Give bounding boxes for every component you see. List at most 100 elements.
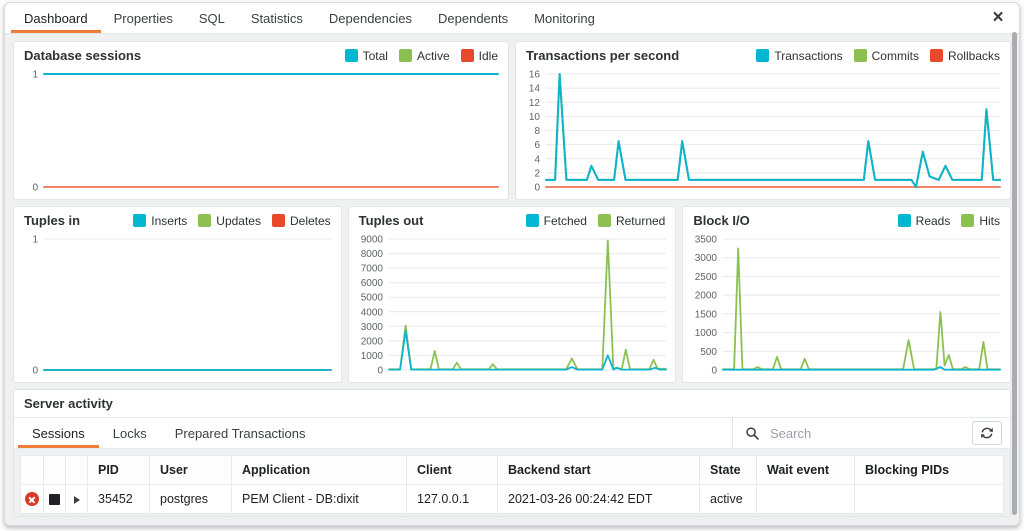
tab-sql[interactable]: SQL bbox=[198, 10, 225, 26]
legend-swatch bbox=[929, 49, 943, 62]
svg-text:4: 4 bbox=[534, 154, 540, 165]
chart-legend: Total Active Idle bbox=[344, 49, 498, 63]
header-backend-start[interactable]: Backend start bbox=[497, 455, 700, 485]
svg-text:3000: 3000 bbox=[695, 253, 718, 264]
tab-monitoring[interactable]: Monitoring bbox=[534, 10, 595, 26]
legend-swatch bbox=[271, 214, 285, 227]
svg-text:8: 8 bbox=[534, 126, 540, 137]
chart-legend: Reads Hits bbox=[897, 214, 1000, 228]
chart-legend: Fetched Returned bbox=[525, 214, 665, 228]
cell-user: postgres bbox=[149, 484, 232, 514]
legend-item-deletes: Deletes bbox=[271, 214, 331, 228]
terminate-session-icon[interactable] bbox=[49, 494, 60, 506]
svg-text:12: 12 bbox=[529, 98, 541, 109]
transactions-per-second-chart: 16 14 12 10 8 6 4 2 0 bbox=[516, 65, 1010, 199]
main-tab-bar: Dashboard Properties SQL Statistics Depe… bbox=[5, 3, 1019, 34]
svg-text:2: 2 bbox=[534, 168, 540, 179]
legend-item-updates: Updates bbox=[198, 214, 261, 228]
expand-row-icon[interactable] bbox=[73, 495, 80, 504]
cell-application: PEM Client - DB:dixit bbox=[231, 484, 407, 514]
header-terminate-col bbox=[43, 455, 66, 485]
header-state[interactable]: State bbox=[699, 455, 757, 485]
svg-text:0: 0 bbox=[32, 366, 38, 377]
legend-swatch bbox=[525, 214, 539, 227]
svg-text:0: 0 bbox=[534, 183, 540, 194]
svg-text:10: 10 bbox=[529, 112, 541, 123]
chart-legend: Transactions Commits Rollbacks bbox=[756, 49, 1000, 63]
svg-text:1: 1 bbox=[32, 235, 38, 246]
legend-item-reads: Reads bbox=[897, 214, 950, 228]
svg-text:1500: 1500 bbox=[695, 309, 718, 320]
svg-text:7000: 7000 bbox=[360, 264, 383, 275]
svg-text:3500: 3500 bbox=[695, 235, 718, 246]
legend-item-active: Active bbox=[398, 49, 450, 63]
cancel-query-icon[interactable] bbox=[25, 492, 39, 507]
legend-swatch bbox=[398, 49, 412, 62]
dashboard-window: Dashboard Properties SQL Statistics Depe… bbox=[4, 2, 1020, 526]
legend-swatch bbox=[756, 49, 770, 62]
cell-blocking-pids bbox=[854, 484, 1004, 514]
header-pid[interactable]: PID bbox=[87, 455, 150, 485]
tab-statistics[interactable]: Statistics bbox=[250, 10, 303, 26]
panel-title: Block I/O bbox=[693, 213, 750, 228]
svg-text:0: 0 bbox=[377, 366, 383, 377]
header-user[interactable]: User bbox=[149, 455, 232, 485]
legend-item-returned: Returned bbox=[597, 214, 665, 228]
legend-swatch bbox=[597, 214, 611, 227]
tab-locks[interactable]: Locks bbox=[112, 425, 147, 441]
svg-text:2000: 2000 bbox=[695, 291, 718, 302]
cell-state: active bbox=[699, 484, 757, 514]
legend-swatch bbox=[344, 49, 358, 62]
tuples-out-chart: 9000 8000 7000 6000 5000 4000 3000 2000 1000 0 bbox=[349, 230, 676, 382]
header-client[interactable]: Client bbox=[406, 455, 498, 485]
panel-title: Tuples in bbox=[24, 213, 81, 228]
svg-text:16: 16 bbox=[529, 70, 541, 81]
refresh-icon bbox=[980, 426, 994, 440]
server-activity-tab-bar: Sessions Locks Prepared Transactions bbox=[14, 418, 1010, 449]
cell-backend-start: 2021-03-26 00:24:42 EDT bbox=[497, 484, 700, 514]
panel-server-activity: Server activity Sessions Locks Prepared … bbox=[13, 389, 1011, 517]
legend-item-inserts: Inserts bbox=[133, 214, 187, 228]
svg-text:1000: 1000 bbox=[360, 351, 383, 362]
tab-dashboard[interactable]: Dashboard bbox=[11, 3, 101, 33]
svg-text:3000: 3000 bbox=[360, 322, 383, 333]
header-blocking-pids[interactable]: Blocking PIDs bbox=[854, 455, 1004, 485]
legend-swatch bbox=[133, 214, 147, 227]
chart-svg: 3500 3000 2500 2000 1500 1000 500 0 bbox=[695, 235, 1002, 377]
close-icon[interactable]: × bbox=[992, 7, 1004, 28]
refresh-button[interactable] bbox=[972, 421, 1002, 445]
panel-title: Database sessions bbox=[24, 48, 142, 63]
legend-item-idle: Idle bbox=[460, 49, 498, 63]
svg-text:500: 500 bbox=[701, 347, 718, 358]
search-input[interactable] bbox=[770, 425, 960, 441]
chart-svg: 10 bbox=[32, 235, 332, 377]
svg-text:0: 0 bbox=[712, 366, 718, 377]
tab-sessions[interactable]: Sessions bbox=[18, 418, 99, 448]
legend-swatch bbox=[961, 214, 975, 227]
panel-tuples-out: Tuples out Fetched Returned 9000 8000 7000 6… bbox=[347, 206, 677, 383]
svg-text:2000: 2000 bbox=[360, 336, 383, 347]
svg-text:4000: 4000 bbox=[360, 307, 383, 318]
sessions-table: PID User Application Client Backend star… bbox=[20, 455, 1004, 514]
sessions-table-area: PID User Application Client Backend star… bbox=[14, 449, 1010, 516]
chart-svg: 10 bbox=[32, 70, 499, 194]
chart-svg: 16 14 12 10 8 6 4 2 0 bbox=[529, 70, 1001, 194]
tab-dependencies[interactable]: Dependencies bbox=[328, 10, 413, 26]
tab-properties[interactable]: Properties bbox=[113, 10, 173, 26]
tab-dependents[interactable]: Dependents bbox=[438, 10, 509, 26]
cell-wait-event bbox=[756, 484, 855, 514]
panel-transactions-per-second: Transactions per second Transactions Comm… bbox=[515, 41, 1011, 200]
legend-item-rollbacks: Rollbacks bbox=[929, 49, 1000, 63]
svg-text:5000: 5000 bbox=[360, 293, 383, 304]
header-wait-event[interactable]: Wait event bbox=[756, 455, 855, 485]
svg-text:1000: 1000 bbox=[695, 328, 718, 339]
cell-pid: 35452 bbox=[87, 484, 150, 514]
header-application[interactable]: Application bbox=[231, 455, 407, 485]
svg-text:6000: 6000 bbox=[360, 278, 383, 289]
vertical-scrollbar[interactable] bbox=[1012, 32, 1017, 515]
tab-prepared-transactions[interactable]: Prepared Transactions bbox=[174, 425, 306, 441]
search-box bbox=[732, 418, 972, 448]
svg-text:14: 14 bbox=[529, 84, 541, 95]
legend-item-hits: Hits bbox=[961, 214, 1000, 228]
